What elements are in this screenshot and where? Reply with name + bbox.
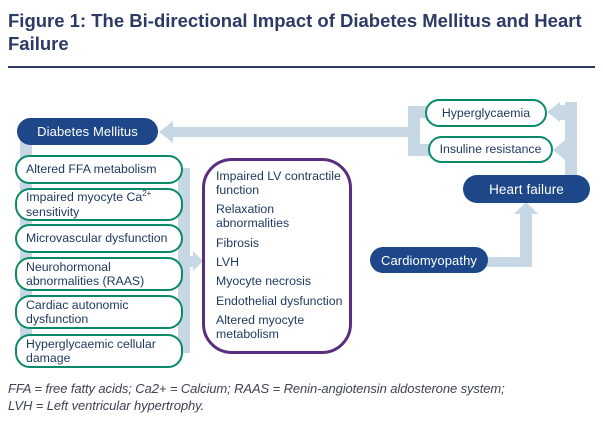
arrowhead-up-icon bbox=[514, 202, 538, 214]
arrowhead-left-icon bbox=[547, 102, 560, 122]
factor-label: Hyperglycaemic cellular damage bbox=[26, 336, 156, 365]
factor-label: Altered FFA metabolism bbox=[26, 162, 157, 177]
superscript: 2+ bbox=[142, 189, 152, 199]
factor-label: Cardiac autonomic dysfunction bbox=[26, 297, 129, 326]
factor-impaired-myocyte-ca-sensitivity: Impaired myocyte Ca2+ sensitivity bbox=[15, 188, 183, 221]
effect-endothelial-dysfunction: Endothelial dysfunction bbox=[216, 293, 343, 308]
node-label: Cardiomyopathy bbox=[380, 252, 478, 268]
figure-title: Figure 1: The Bi-directional Impact of D… bbox=[8, 10, 582, 55]
effect-lvh: LVH bbox=[216, 255, 240, 269]
footnote-line-2: LVH = Left ventricular hypertrophy. bbox=[8, 398, 205, 413]
connector-stub-hyperglycaemia bbox=[558, 105, 567, 120]
bracket-hyper-insulin bbox=[408, 106, 420, 156]
effect-myocyte-necrosis: Myocyte necrosis bbox=[216, 274, 311, 289]
connector-hf-branch-to-dm bbox=[172, 127, 410, 137]
arrowhead-left-icon bbox=[159, 121, 173, 143]
connector-cardio-to-hf-vertical bbox=[520, 211, 532, 267]
factor-label: Microvascular dysfunction bbox=[26, 231, 168, 246]
node-diabetes-mellitus: Diabetes Mellitus bbox=[17, 118, 158, 145]
effect-impaired-lv-contractile-function: Impaired LV contractile function bbox=[216, 169, 341, 197]
effect-altered-myocyte-metabolism: Altered myocyte metabolism bbox=[216, 313, 305, 342]
bracket-stub-insulin-resistance bbox=[418, 144, 430, 156]
connector-hf-to-branch bbox=[565, 102, 577, 178]
connector-factors-to-effects bbox=[184, 256, 194, 267]
title-divider bbox=[8, 66, 595, 68]
factor-hyperglycaemic-cellular-damage: Hyperglycaemic cellular damage bbox=[15, 334, 183, 368]
factor-microvascular-dysfunction: Microvascular dysfunction bbox=[15, 224, 183, 253]
effect-relaxation-abnormalities: Relaxation abnormalities bbox=[216, 202, 290, 231]
factor-label: Impaired myocyte Ca2+ sensitivity bbox=[26, 189, 152, 219]
factor-altered-ffa-metabolism: Altered FFA metabolism bbox=[15, 155, 183, 184]
node-cardiomyopathy: Cardiomyopathy bbox=[370, 247, 488, 273]
bracket-stub-hyperglycaemia bbox=[418, 106, 427, 118]
node-label: Insuline resistance bbox=[439, 142, 542, 157]
arrowhead-right-icon bbox=[193, 251, 203, 271]
factor-cardiac-autonomic-dysfunction: Cardiac autonomic dysfunction bbox=[15, 295, 183, 329]
effect-fibrosis: Fibrosis bbox=[216, 235, 260, 250]
factor-neurohormonal-abnormalities: Neurohormonal abnormalities (RAAS) bbox=[15, 257, 183, 291]
node-label: Heart failure bbox=[489, 181, 564, 197]
node-label: Hyperglycaemia bbox=[441, 105, 531, 120]
node-label: Diabetes Mellitus bbox=[37, 124, 138, 139]
connector-cardio-to-hf-horizontal bbox=[484, 257, 532, 267]
footnote-line-1: FFA = free fatty acids; Ca2+ = Calcium; … bbox=[8, 381, 505, 396]
node-hyperglycaemia: Hyperglycaemia bbox=[425, 99, 547, 127]
arrowhead-left-icon bbox=[553, 140, 565, 160]
node-insulin-resistance: Insuline resistance bbox=[428, 136, 553, 163]
node-heart-failure: Heart failure bbox=[463, 175, 590, 203]
factor-label: Neurohormonal abnormalities (RAAS) bbox=[26, 259, 145, 288]
cardiomyopathy-effects-box: Impaired LV contractile function Relaxat… bbox=[202, 158, 352, 354]
